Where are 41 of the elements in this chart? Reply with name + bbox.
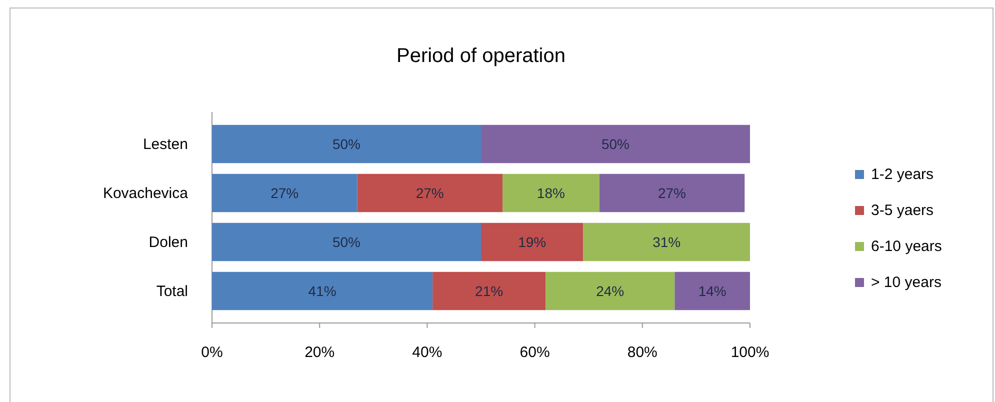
x-tick-label: 40% bbox=[412, 344, 442, 361]
bar bbox=[674, 272, 750, 310]
bar bbox=[599, 174, 745, 212]
legend-label: > 10 years bbox=[871, 274, 942, 291]
data-label: 50% bbox=[332, 234, 361, 250]
data-label: 27% bbox=[270, 185, 299, 202]
y-tick-label: Total bbox=[156, 282, 188, 300]
data-label: 50% bbox=[601, 136, 630, 152]
bar bbox=[357, 174, 503, 212]
x-tick-label: 60% bbox=[520, 344, 550, 361]
legend-label: 3-5 yaers bbox=[871, 202, 934, 219]
bar bbox=[432, 272, 546, 310]
legend-label: 1-2 years bbox=[871, 166, 934, 183]
data-label: 41% bbox=[308, 282, 336, 299]
x-tick-label: 20% bbox=[304, 344, 335, 361]
y-tick-label: Kovachevica bbox=[102, 185, 189, 202]
bar bbox=[481, 222, 584, 262]
bar bbox=[583, 222, 750, 262]
x-tick-label: 100% bbox=[730, 344, 770, 361]
chart-title: Period of operation bbox=[396, 45, 566, 67]
bar bbox=[546, 272, 675, 310]
data-label: 50% bbox=[332, 136, 361, 152]
bar bbox=[481, 124, 750, 164]
bar bbox=[212, 222, 481, 262]
data-label: 27% bbox=[416, 185, 444, 202]
data-label: 24% bbox=[596, 282, 624, 299]
data-label: 14% bbox=[698, 282, 726, 299]
x-tick-label: 80% bbox=[627, 344, 658, 361]
data-label: 21% bbox=[475, 282, 504, 299]
y-tick-label: Dolen bbox=[148, 234, 188, 251]
data-label: 18% bbox=[536, 185, 565, 202]
y-tick-label: Lesten bbox=[142, 136, 188, 154]
data-label: 31% bbox=[652, 234, 681, 250]
bar bbox=[212, 124, 481, 164]
bar bbox=[502, 174, 600, 212]
data-label: 19% bbox=[518, 234, 546, 250]
bar bbox=[212, 174, 358, 212]
bar bbox=[212, 272, 433, 310]
legend-label: 6-10 years bbox=[871, 238, 942, 255]
data-label: 27% bbox=[658, 185, 686, 202]
x-tick-label: 0% bbox=[201, 344, 223, 361]
